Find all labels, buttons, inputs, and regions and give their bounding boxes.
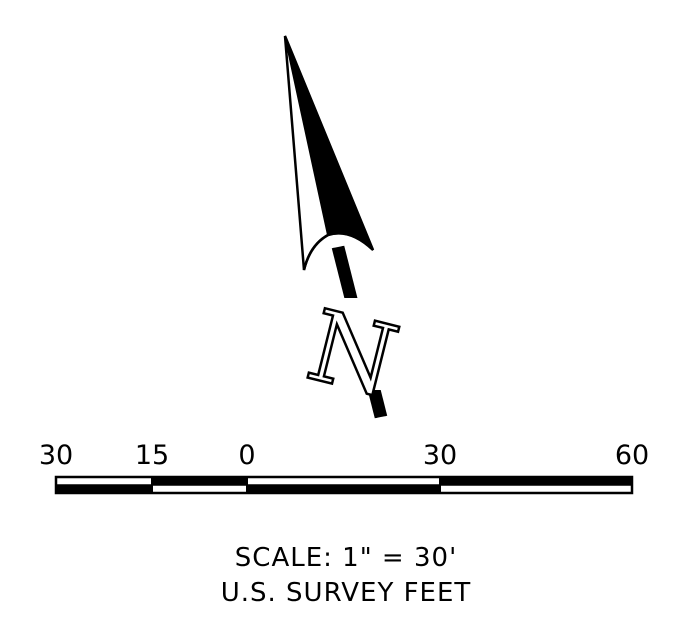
scale-bar-segment bbox=[152, 477, 247, 485]
scale-bar-segment bbox=[440, 477, 632, 485]
scale-bar-segment bbox=[247, 485, 440, 493]
scale-tick-label: 30 bbox=[39, 440, 73, 471]
north-arrow: N bbox=[283, 35, 409, 422]
scale-tick-label: 15 bbox=[135, 440, 169, 471]
scale-tick-label: 30 bbox=[423, 440, 457, 471]
scale-bar-segment bbox=[56, 485, 152, 493]
scale-text-line1: SCALE: 1" = 30' bbox=[235, 543, 457, 573]
scale-bar bbox=[54, 475, 634, 495]
n-letter-backdrop bbox=[312, 298, 400, 390]
scale-text-line2: U.S. SURVEY FEET bbox=[221, 578, 472, 608]
scale-bar-labels: 30 15 0 30 60 bbox=[39, 440, 649, 471]
scale-tick-label: 60 bbox=[615, 440, 649, 471]
scale-tick-label: 0 bbox=[238, 440, 255, 471]
north-arrow-head bbox=[283, 35, 375, 271]
